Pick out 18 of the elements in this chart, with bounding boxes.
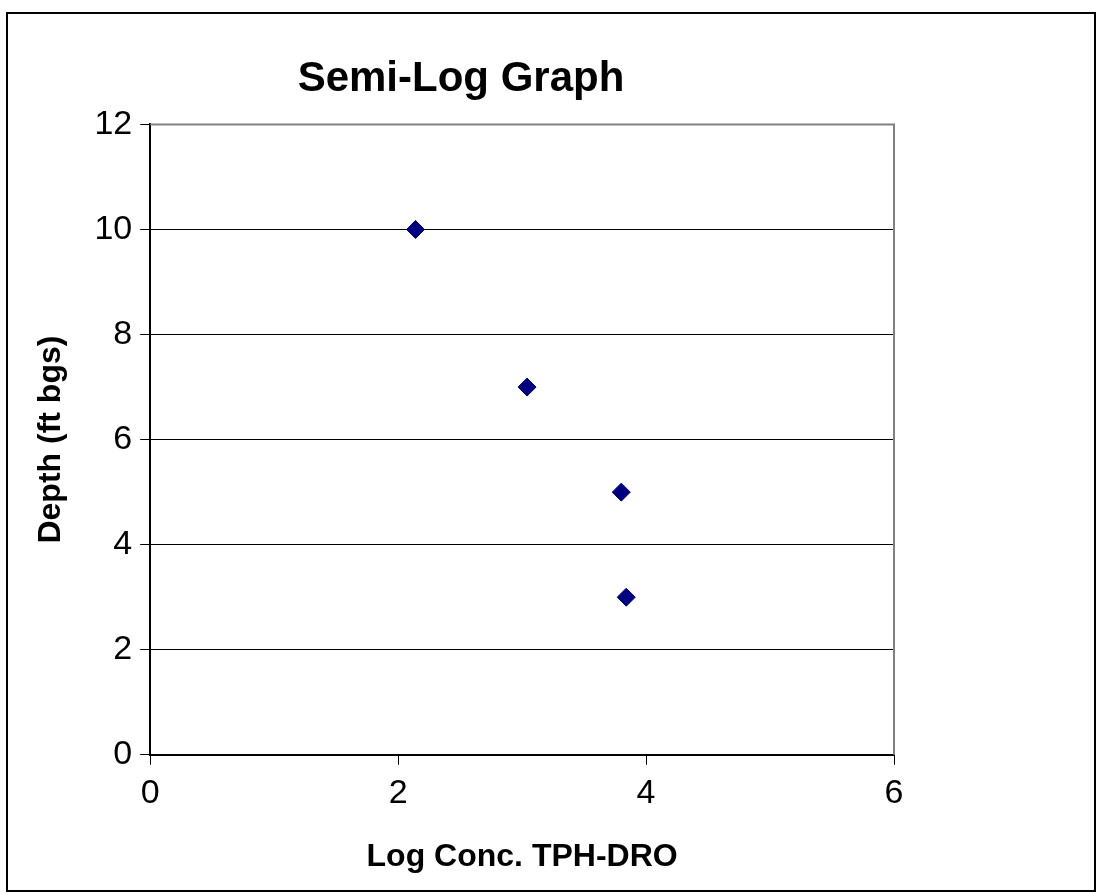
y-axis-title: Depth (ft bgs) <box>31 335 68 544</box>
x-tick-label: 6 <box>884 771 904 810</box>
y-tick-label: 0 <box>113 733 133 772</box>
point <box>611 482 631 502</box>
x-axis-title: Log Conc. TPH-DRO <box>366 836 678 873</box>
point <box>406 219 425 239</box>
x-tick-label: 0 <box>140 771 160 810</box>
y-tick-label: 12 <box>94 102 133 141</box>
y-tick-label: 10 <box>94 207 133 246</box>
x-tick-label: 4 <box>636 771 656 810</box>
y-tick-label: 6 <box>113 417 133 456</box>
y-tick-label: 2 <box>113 628 133 667</box>
point <box>517 377 537 397</box>
y-tick-label: 4 <box>113 523 133 562</box>
x-tick-label: 2 <box>388 771 408 810</box>
y-tick-label: 8 <box>113 312 133 351</box>
point <box>616 587 636 607</box>
chart-title: Semi-Log Graph <box>297 52 625 100</box>
